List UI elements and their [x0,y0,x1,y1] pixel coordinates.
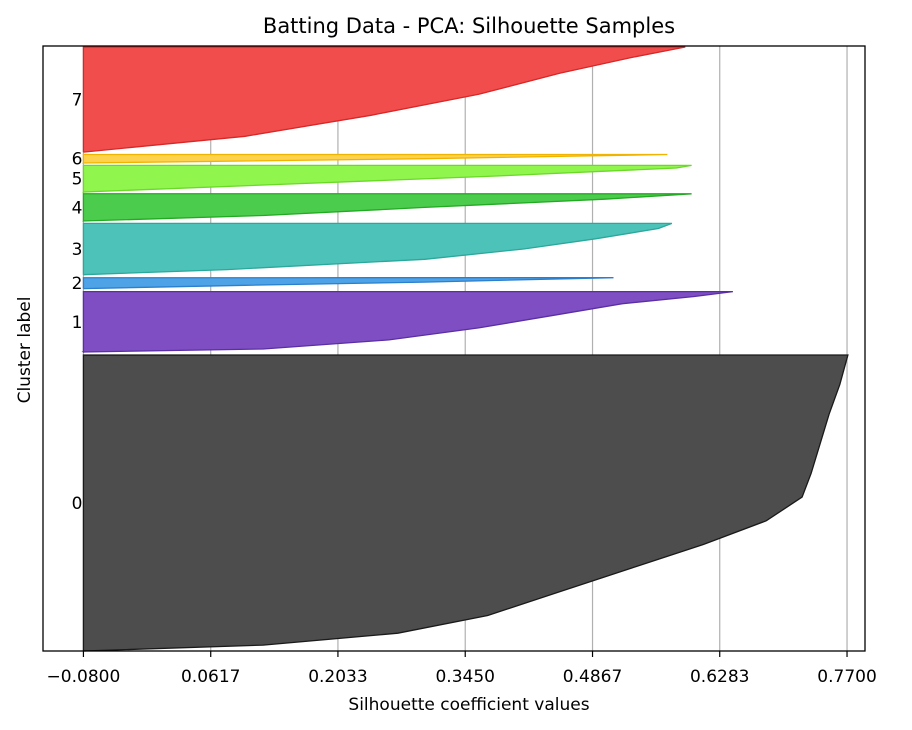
x-axis-label: Silhouette coefficient values [348,695,589,715]
x-tick-label: 0.3450 [435,667,494,687]
cluster-4-area [82,193,692,222]
cluster-7-area [82,46,686,153]
cluster-6-area [82,153,668,164]
x-tick-label: 0.2033 [308,667,367,687]
cluster-label-4: 4 [72,198,83,218]
cluster-labels: 0 1 2 3 4 56 7 [72,91,83,515]
x-tick-label: 0.0617 [181,667,240,687]
cluster-label-6: 6 [72,150,83,170]
x-tick-label: −0.0800 [47,667,121,687]
chart-title: Batting Data - PCA: Silhouette Samples [263,14,675,38]
silhouette-areas [81,46,849,652]
cluster-label-7: 7 [72,91,83,111]
x-tick-label: 0.6283 [690,667,749,687]
cluster-label-2: 2 [72,274,83,294]
x-axis-ticks: −0.0800 0.0617 0.2033 0.3450 0.4867 0.6283 0.7… [47,651,877,687]
cluster-2-area [82,277,614,290]
y-axis-label: Cluster label [15,297,35,404]
cluster-3-area [82,222,673,276]
cluster-label-5: 5 [72,170,83,190]
x-tick-label: 0.4867 [563,667,622,687]
cluster-0-area [82,354,849,652]
cluster-1-area [81,290,733,354]
cluster-5-area [82,164,692,193]
plot-frame [42,45,866,652]
cluster-label-0: 0 [72,494,83,514]
cluster-label-3: 3 [72,240,83,260]
cluster-label-1: 1 [72,313,83,333]
x-tick-label: 0.7700 [817,667,876,687]
